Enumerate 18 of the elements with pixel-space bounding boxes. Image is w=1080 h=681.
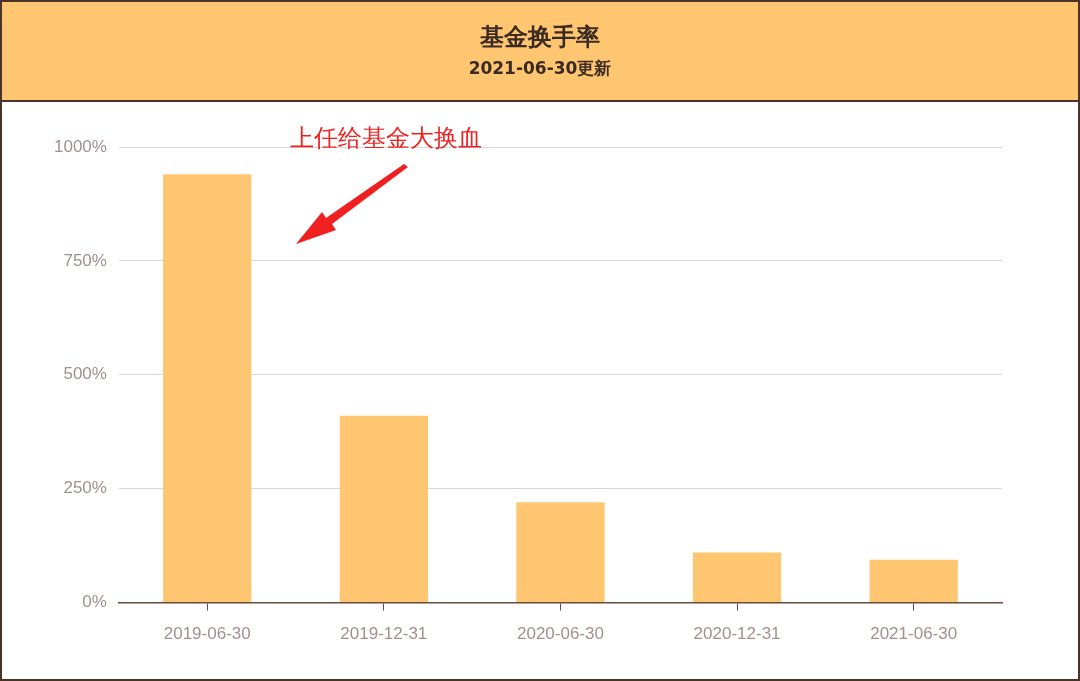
annotation: 上任给基金大换血 — [290, 123, 482, 154]
y-tick-label: 750% — [63, 250, 107, 270]
x-tick-label: 2021-06-30 — [870, 624, 958, 644]
bar — [516, 502, 605, 603]
bar — [163, 174, 252, 603]
y-tick-label: 500% — [63, 364, 107, 384]
bar — [339, 415, 429, 603]
x-tick-label: 2020-06-30 — [516, 624, 604, 644]
x-tick-label: 2020-12-31 — [693, 624, 781, 644]
x-tick-label: 2019-12-31 — [340, 624, 428, 644]
bar — [869, 559, 958, 603]
chart-subtitle: 2021-06-30更新 — [467, 57, 613, 80]
bar — [692, 552, 782, 603]
y-tick-label: 250% — [63, 478, 107, 498]
y-tick-label: 1000% — [54, 136, 107, 156]
chart-title: 基金换手率 — [479, 22, 601, 53]
y-tick-label: 0% — [82, 592, 107, 612]
x-tick-label: 2019-06-30 — [163, 624, 251, 644]
